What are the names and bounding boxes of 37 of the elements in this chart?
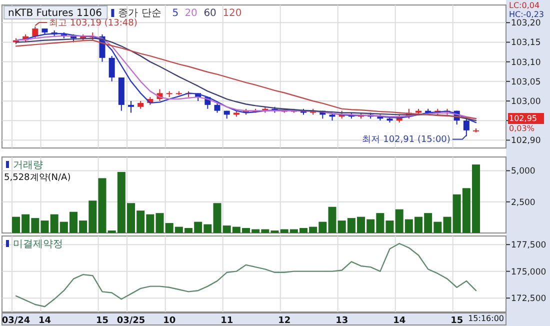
y-tick-label: 103,20 (511, 18, 541, 29)
y-tick-label: 177,500 (511, 240, 546, 251)
x-tick-label: 14 (393, 316, 406, 326)
text: 20 (184, 8, 198, 19)
text: 102,95 (509, 114, 537, 123)
text: HC:-0,23 (509, 10, 544, 19)
x-tick-label: 13 (336, 316, 348, 326)
x-tick-label: 12 (278, 316, 291, 326)
chart-title: nKTB Futures 1106 (8, 8, 102, 19)
annotation: 최고 103,19 (13:48) (49, 18, 138, 29)
chart-title: 거래량 (13, 160, 43, 171)
y-tick-label: 2,500 (511, 198, 536, 208)
y-tick-label: 103,10 (511, 58, 541, 68)
text: 120 (222, 8, 242, 19)
x-tick-label: 10 (163, 316, 176, 326)
y-tick-label: 102,90 (511, 136, 541, 146)
x-tick-label: 11 (220, 316, 234, 326)
annotation: 최저 102,91 (15:00) (362, 135, 450, 146)
text: 60 (204, 8, 216, 19)
text: 0,03% (509, 124, 535, 133)
text: 5 (172, 8, 179, 19)
chart-title: 미결제약정 (13, 239, 63, 250)
y-tick-label: 5,000 (511, 166, 536, 177)
y-tick-label: 103,15 (511, 38, 541, 48)
x-tick-label: 14 (38, 316, 52, 326)
y-tick-label: 103,05 (511, 77, 541, 88)
text: 15:16:00 (468, 314, 504, 323)
x-tick-label: 03/25 (116, 316, 146, 326)
y-tick-label: 103,00 (511, 96, 541, 107)
y-tick-label: 175,000 (511, 267, 546, 278)
legend-title: 종가 단순 (118, 8, 162, 19)
y-tick-label: 172,500 (511, 294, 546, 304)
x-tick-label: 15 (450, 316, 464, 326)
text: LC:0,04 (509, 1, 540, 10)
x-tick-label: 15 (96, 316, 109, 326)
text: 5,528계약(N/A) (4, 173, 71, 183)
x-tick-label: 03/24 (2, 316, 30, 326)
